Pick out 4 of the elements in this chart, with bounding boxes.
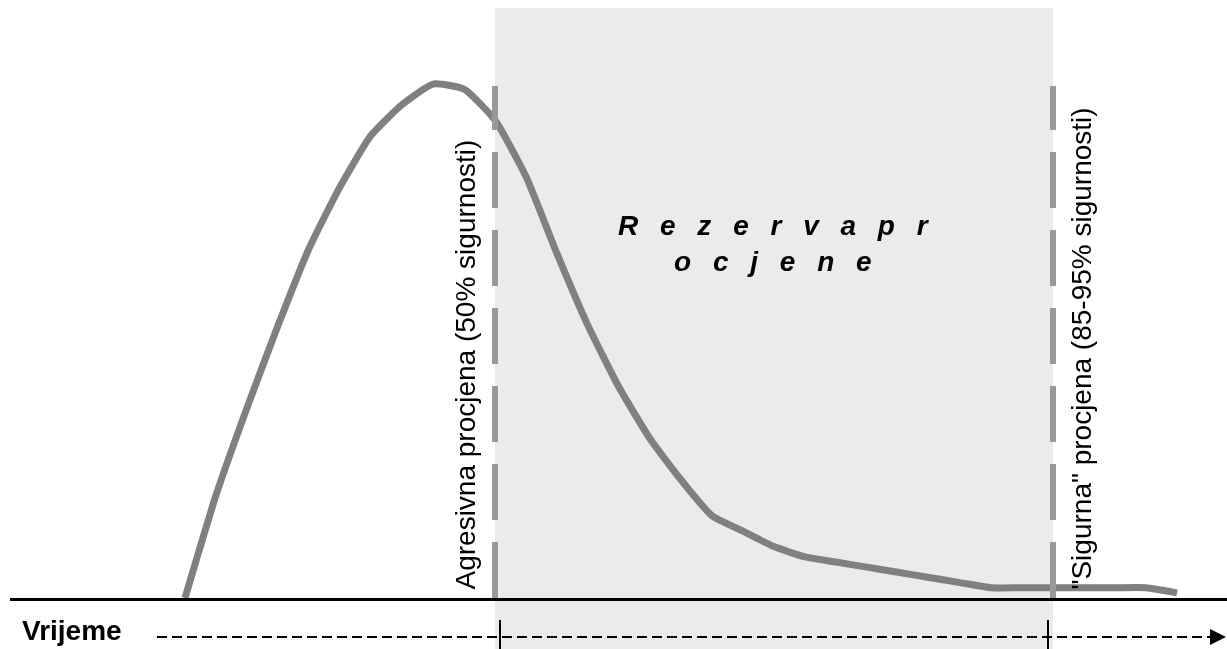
x-axis-title: Vrijeme — [22, 615, 122, 646]
annotation: R e z e r v a p r o c j e n e — [618, 210, 930, 278]
annotation: Agresivna procjena (50% sigurnosti) — [449, 139, 481, 590]
annotation: "Sigurna" procjena (85-95% sigurnosti) — [1065, 107, 1097, 590]
